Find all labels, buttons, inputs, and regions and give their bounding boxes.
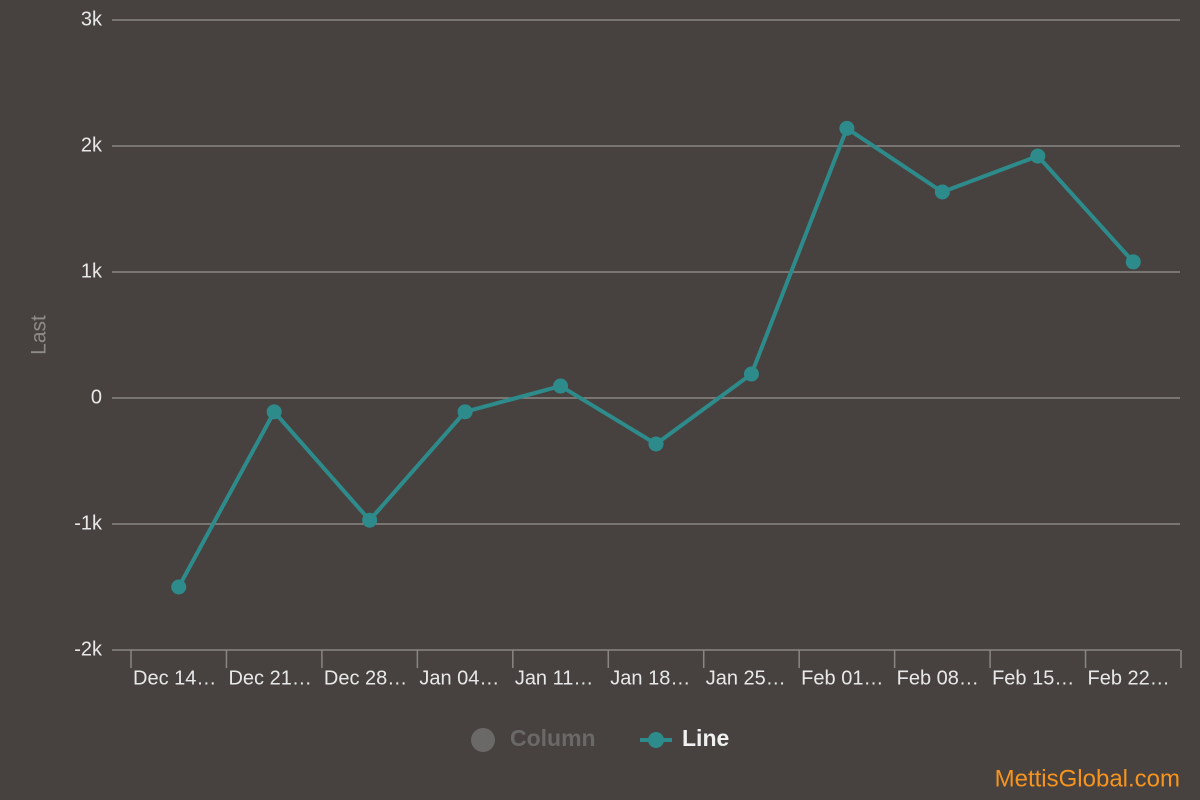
watermark: MettisGlobal.com xyxy=(995,765,1180,792)
data-point xyxy=(362,512,378,528)
x-tick-label: Jan 04… xyxy=(419,667,499,689)
legend-label: Column xyxy=(510,725,596,751)
x-tick-label: Feb 15… xyxy=(992,667,1074,689)
x-tick-label: Jan 18… xyxy=(610,667,690,689)
legend-label: Line xyxy=(682,725,729,751)
data-point xyxy=(553,378,569,394)
legend-symbol xyxy=(471,728,495,752)
x-tick-label: Dec 21… xyxy=(228,667,311,689)
x-tick-label: Jan 11… xyxy=(515,667,594,689)
y-tick-label: -2k xyxy=(74,638,103,660)
data-point xyxy=(1125,254,1141,270)
y-tick-label: 1k xyxy=(81,260,103,282)
y-tick-label: -1k xyxy=(74,512,103,534)
data-point xyxy=(934,184,950,200)
data-point xyxy=(839,120,855,136)
y-axis-label: Last xyxy=(28,315,51,355)
legend-item[interactable]: Line xyxy=(640,725,729,751)
x-tick-label: Dec 14… xyxy=(133,667,216,689)
data-point xyxy=(743,366,759,382)
x-tick-label: Feb 22… xyxy=(1088,667,1170,689)
y-tick-label: 2k xyxy=(81,134,103,156)
legend-item[interactable]: Column xyxy=(471,725,596,752)
x-tick-label: Jan 25… xyxy=(706,667,786,689)
x-tick-label: Feb 01… xyxy=(801,667,883,689)
data-point xyxy=(266,404,282,420)
legend-symbol xyxy=(648,732,664,748)
x-tick-label: Dec 28… xyxy=(324,667,407,689)
line-series xyxy=(176,126,1135,588)
x-tick-label: Feb 08… xyxy=(897,667,979,689)
data-point xyxy=(171,579,187,595)
y-tick-label: 3k xyxy=(81,8,103,30)
data-point xyxy=(648,436,664,452)
data-point xyxy=(1030,148,1046,164)
data-point xyxy=(457,404,473,420)
y-tick-label: 0 xyxy=(91,386,102,408)
